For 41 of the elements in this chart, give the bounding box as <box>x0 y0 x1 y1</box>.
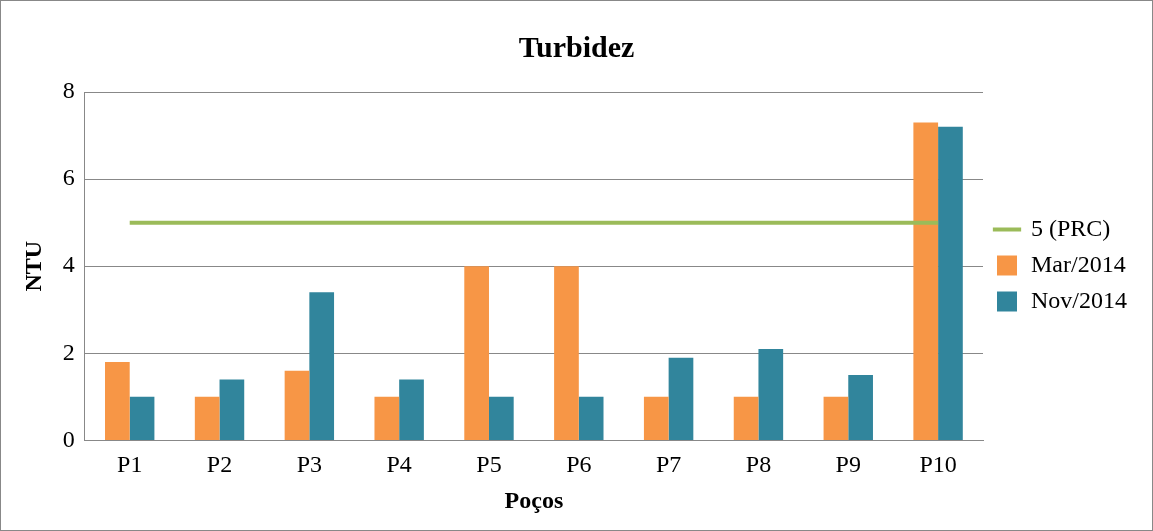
x-axis-title: Poços <box>504 486 564 513</box>
y-axis-title: NTU <box>19 240 46 292</box>
x-tick-label: P2 <box>206 451 233 478</box>
bar <box>488 396 514 440</box>
bar <box>578 396 604 440</box>
bar <box>399 379 424 440</box>
bar <box>668 357 694 440</box>
y-tick-label: 0 <box>62 425 75 452</box>
legend-label: 5 (PRC) <box>1031 214 1111 241</box>
bar <box>938 126 963 440</box>
bar <box>733 396 759 440</box>
bar <box>758 348 784 440</box>
bar <box>374 396 400 440</box>
legend-label: Mar/2014 <box>1031 250 1126 277</box>
bar <box>219 379 245 440</box>
y-tick-label: 2 <box>62 338 75 365</box>
chart-title: Turbidez <box>518 29 635 63</box>
bar <box>554 266 579 440</box>
y-tick-label: 4 <box>62 251 75 278</box>
bar <box>105 362 130 440</box>
x-tick-label: P9 <box>835 451 861 478</box>
x-tick-label: P3 <box>296 451 323 478</box>
y-tick-label: 6 <box>62 164 75 191</box>
bar <box>848 375 873 440</box>
x-tick-label: P4 <box>386 451 412 478</box>
x-tick-label: P5 <box>476 451 502 478</box>
bar <box>309 292 335 440</box>
bar <box>284 370 310 440</box>
bar <box>194 396 220 440</box>
x-tick-label: P10 <box>919 451 957 478</box>
bar <box>643 396 669 440</box>
bar <box>823 396 849 440</box>
x-tick-label: P6 <box>566 451 592 478</box>
y-tick-label: 8 <box>62 77 75 104</box>
x-tick-label: P7 <box>655 451 682 478</box>
legend-label: Nov/2014 <box>1031 286 1127 313</box>
bar <box>913 122 939 440</box>
x-tick-label: P8 <box>745 451 772 478</box>
bar <box>464 266 489 440</box>
bar <box>129 396 155 440</box>
x-tick-label: P1 <box>117 451 143 478</box>
